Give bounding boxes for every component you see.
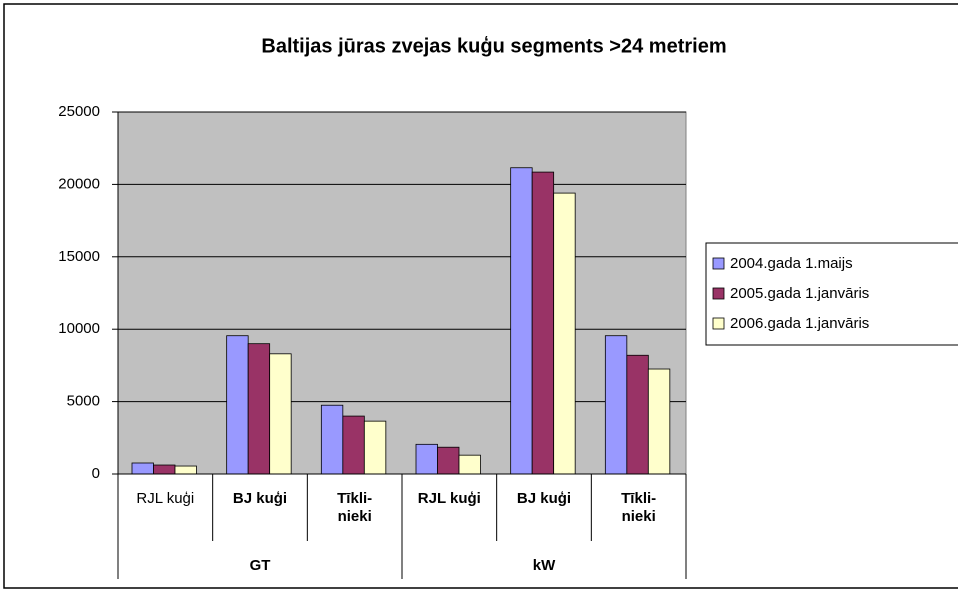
y-tick-label: 15000 [58, 248, 100, 265]
y-tick-label: 0 [92, 465, 100, 482]
legend-label: 2005.gada 1.janvāris [730, 285, 869, 302]
legend-box [705, 242, 958, 346]
bar [510, 167, 533, 475]
legend-swatch [712, 257, 725, 270]
bar [320, 404, 344, 475]
bar [531, 171, 555, 475]
bar [226, 335, 249, 475]
y-tick-label: 25000 [58, 103, 100, 120]
bar [553, 192, 576, 475]
x-tick-label: BJ kuģi [516, 490, 572, 507]
x-tick-label: RJL kuģi [136, 490, 195, 507]
bar [626, 354, 649, 475]
x-tick-label: RJL kuģi [417, 490, 481, 507]
bar [647, 368, 671, 475]
legend-label: 2004.gada 1.maijs [730, 255, 853, 272]
chart-title: Baltijas jūras zvejas kuģu segments >24 … [261, 35, 726, 57]
x-tick-label: Tīkli-nieki [337, 490, 373, 525]
bar [437, 446, 460, 475]
bar [415, 443, 438, 475]
plot-area [117, 111, 687, 475]
y-tick-label: 20000 [58, 175, 100, 192]
y-tick-label: 10000 [58, 320, 100, 337]
x-tick-label: BJ kuģi [232, 490, 288, 507]
bar [153, 464, 176, 475]
bar [363, 420, 387, 475]
bar [247, 343, 271, 475]
bar [342, 415, 365, 475]
y-tick-label: 5000 [67, 393, 100, 410]
group-label: kW [533, 557, 556, 574]
bar [174, 465, 197, 475]
x-tick-label: Tīkli-nieki [621, 490, 657, 525]
bar [604, 335, 628, 475]
legend-swatch [712, 287, 725, 300]
legend-swatch [712, 317, 725, 330]
group-label: GT [250, 557, 271, 574]
legend-label: 2006.gada 1.janvāris [730, 315, 869, 332]
bar [458, 454, 481, 475]
bar [269, 353, 292, 475]
bar [131, 462, 154, 475]
